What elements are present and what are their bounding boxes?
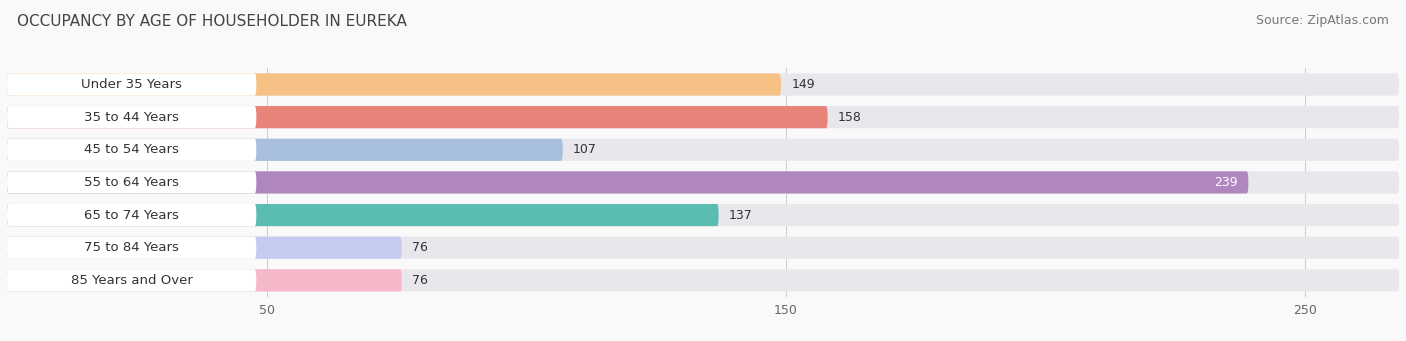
FancyBboxPatch shape [7, 269, 402, 292]
FancyBboxPatch shape [7, 171, 256, 194]
FancyBboxPatch shape [7, 237, 402, 259]
Text: 149: 149 [792, 78, 815, 91]
FancyBboxPatch shape [7, 139, 1399, 161]
Text: 158: 158 [838, 111, 862, 124]
FancyBboxPatch shape [7, 171, 1249, 194]
Text: 239: 239 [1215, 176, 1237, 189]
FancyBboxPatch shape [7, 73, 1399, 95]
Text: 107: 107 [574, 143, 598, 156]
Text: 75 to 84 Years: 75 to 84 Years [84, 241, 179, 254]
Text: 137: 137 [728, 209, 752, 222]
Text: 76: 76 [412, 241, 427, 254]
FancyBboxPatch shape [7, 269, 1399, 292]
Text: Under 35 Years: Under 35 Years [82, 78, 183, 91]
Text: OCCUPANCY BY AGE OF HOUSEHOLDER IN EUREKA: OCCUPANCY BY AGE OF HOUSEHOLDER IN EUREK… [17, 14, 406, 29]
Text: 45 to 54 Years: 45 to 54 Years [84, 143, 179, 156]
FancyBboxPatch shape [7, 106, 1399, 128]
FancyBboxPatch shape [7, 237, 1399, 259]
FancyBboxPatch shape [7, 139, 256, 161]
FancyBboxPatch shape [7, 73, 780, 95]
Text: 55 to 64 Years: 55 to 64 Years [84, 176, 179, 189]
FancyBboxPatch shape [7, 204, 1399, 226]
FancyBboxPatch shape [7, 237, 256, 259]
FancyBboxPatch shape [7, 73, 256, 95]
Text: 76: 76 [412, 274, 427, 287]
FancyBboxPatch shape [7, 106, 828, 128]
FancyBboxPatch shape [7, 204, 256, 226]
FancyBboxPatch shape [7, 106, 256, 128]
Text: 85 Years and Over: 85 Years and Over [70, 274, 193, 287]
Text: 35 to 44 Years: 35 to 44 Years [84, 111, 179, 124]
FancyBboxPatch shape [7, 139, 562, 161]
FancyBboxPatch shape [7, 204, 718, 226]
FancyBboxPatch shape [7, 171, 1399, 194]
Text: 65 to 74 Years: 65 to 74 Years [84, 209, 179, 222]
Text: Source: ZipAtlas.com: Source: ZipAtlas.com [1256, 14, 1389, 27]
FancyBboxPatch shape [7, 269, 256, 292]
